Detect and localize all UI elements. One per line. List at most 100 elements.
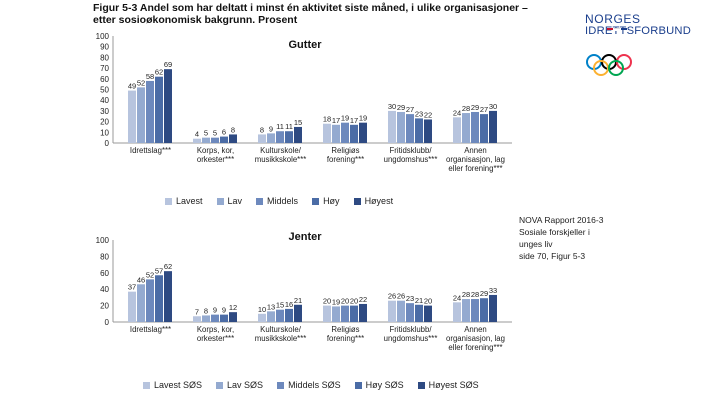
- x-category-label: Fritidsklubb/: [389, 146, 432, 155]
- bar-value-label: 62: [155, 68, 163, 77]
- bar-value-label: 16: [285, 300, 293, 309]
- source-note-line: Sosiale forskjeller i: [519, 227, 590, 237]
- bar: [137, 87, 145, 143]
- x-category-label: Annen: [464, 146, 487, 155]
- bar-value-label: 29: [471, 103, 479, 112]
- flag-stripe-blue: [621, 28, 627, 30]
- legend-item: Lav: [216, 196, 243, 206]
- bar: [267, 311, 275, 322]
- legend-swatch: [256, 197, 264, 205]
- bar: [489, 294, 497, 322]
- y-tick-label: 50: [100, 86, 109, 95]
- x-category-label: Idrettslag***: [130, 325, 171, 334]
- bar-value-label: 62: [164, 262, 172, 271]
- legend-label: Lav: [227, 196, 243, 206]
- legend-item: Lav SØS: [216, 380, 263, 390]
- x-category-label: organisasjon, lag: [446, 155, 505, 164]
- bar-value-label: 29: [480, 289, 488, 298]
- bar: [164, 271, 172, 322]
- bar-value-label: 19: [332, 297, 340, 306]
- bar-value-label: 11: [285, 122, 293, 131]
- bar-value-label: 49: [128, 82, 136, 91]
- bar-value-label: 69: [164, 60, 172, 69]
- flag-stripe-red: [607, 28, 613, 30]
- legend-item: Middels: [256, 196, 298, 206]
- bar: [323, 305, 331, 322]
- bar-value-label: 24: [453, 293, 461, 302]
- legend-swatch: [143, 381, 150, 389]
- bar: [193, 316, 201, 322]
- bar: [462, 113, 470, 143]
- bar-value-label: 8: [204, 306, 208, 315]
- bar-value-label: 17: [332, 116, 340, 125]
- bar-value-label: 30: [388, 102, 396, 111]
- bar-value-label: 27: [480, 105, 488, 114]
- bar-value-label: 28: [462, 290, 470, 299]
- bar: [146, 279, 154, 322]
- bar: [220, 136, 228, 143]
- legend-label: Lavest: [176, 196, 203, 206]
- y-tick-label: 70: [100, 64, 109, 73]
- bar: [220, 314, 228, 322]
- bar: [471, 299, 479, 322]
- figure-title-line1: Figur 5-3 Andel som har deltatt i minst …: [93, 2, 528, 14]
- bar: [332, 124, 340, 143]
- bar: [155, 76, 163, 143]
- bar: [128, 291, 136, 322]
- logo-line1: NORGES: [585, 12, 641, 26]
- chart-title: Jenter: [288, 231, 322, 243]
- bar-value-label: 37: [128, 283, 136, 292]
- legend-item: Middels SØS: [277, 380, 341, 390]
- bar: [323, 123, 331, 143]
- bar-value-label: 23: [415, 109, 423, 118]
- bar: [397, 111, 405, 143]
- bar-value-label: 22: [424, 110, 432, 119]
- legend-label: Høyest: [364, 196, 394, 206]
- bar: [285, 131, 293, 143]
- y-tick-label: 30: [100, 107, 109, 116]
- x-category-label: Korps, kor,: [197, 325, 234, 334]
- legend-label: Høy: [323, 196, 340, 206]
- bar: [276, 309, 284, 322]
- x-category-label: musikkskole***: [255, 155, 307, 164]
- bar: [285, 308, 293, 322]
- bar: [489, 110, 497, 143]
- legend-label: Høy SØS: [365, 380, 404, 390]
- y-tick-label: 0: [105, 318, 110, 327]
- legend-item: Høyest SØS: [417, 380, 479, 390]
- x-category-label: forening***: [327, 334, 364, 343]
- bar: [202, 315, 210, 322]
- legend-label: Lav SØS: [227, 380, 264, 390]
- bar-value-label: 22: [359, 295, 367, 304]
- y-tick-label: 40: [100, 285, 109, 294]
- bar: [193, 138, 201, 143]
- bar: [388, 110, 396, 143]
- bar: [406, 303, 414, 322]
- figure-title-line2: etter sosioøkonomisk bakgrunn. Prosent: [93, 14, 298, 26]
- legend-swatch: [353, 197, 361, 205]
- bar: [480, 298, 488, 322]
- bar: [424, 119, 432, 143]
- y-tick-label: 20: [100, 302, 109, 311]
- legend-jenter: Lavest SØS Lav SØS Middels SØS Høy SØS H…: [143, 380, 479, 390]
- x-category-label: Religiøs: [331, 146, 359, 155]
- bar: [294, 126, 302, 143]
- bar: [258, 313, 266, 322]
- bar-value-label: 7: [195, 307, 199, 316]
- bar-value-label: 21: [294, 296, 302, 305]
- bar: [202, 137, 210, 143]
- bar: [332, 306, 340, 322]
- x-category-label: Korps, kor,: [197, 146, 234, 155]
- x-category-label: Annen: [464, 325, 487, 334]
- x-category-label: Religiøs: [331, 325, 359, 334]
- legend-swatch: [277, 381, 285, 389]
- bar-value-label: 11: [276, 122, 284, 131]
- bar: [359, 122, 367, 143]
- bar-value-label: 17: [350, 116, 358, 125]
- bar-value-label: 6: [222, 128, 226, 137]
- legend-item: Lavest SØS: [143, 380, 202, 390]
- bar: [424, 305, 432, 322]
- x-category-label: eller forening***: [448, 164, 502, 173]
- x-category-label: orkester***: [197, 155, 234, 164]
- bar-value-label: 24: [453, 108, 461, 117]
